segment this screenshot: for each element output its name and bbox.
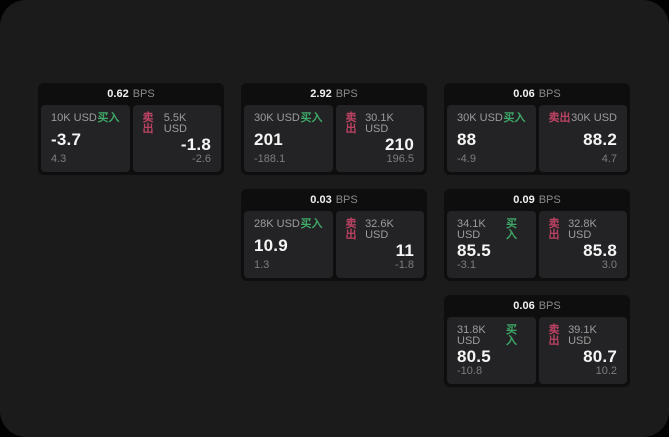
sell-label: 卖出 [548,218,560,241]
bps-value: 0.09 [513,193,535,206]
buy-price: 88 [457,129,477,149]
card-body: 30K USD 买入 88 -4.9 卖出 30K USD 88.2 4.7 [447,105,627,172]
sell-quote-tile[interactable]: 卖出 32.6K USD 11 -1.8 [335,211,424,278]
buy-label: 买入 [505,324,517,347]
card-body: 30K USD 买入 201 -188.1 卖出 30.1K USD 210 1… [244,105,424,172]
sell-notional: 30.1K USD [365,112,394,135]
quote-card: 2.92 BPS 30K USD 买入 201 -188.1 卖出 30.1K … [241,83,427,175]
buy-sub-value: -188.1 [254,153,286,165]
card-header: 0.06 BPS [447,83,627,105]
card-header: 0.03 BPS [244,189,424,211]
sell-notional: 30K USD [571,112,617,124]
sell-notional: 39.1K USD [568,324,597,347]
quote-card: 0.06 BPS 31.8K USD 买入 80.5 -10.8 卖出 39.1… [444,295,630,387]
card-header: 0.62 BPS [41,83,221,105]
sell-price: 80.7 [583,347,617,366]
buy-label: 买入 [505,218,517,241]
buy-notional: 28K USD [254,218,300,230]
buy-label: 买入 [503,112,526,124]
buy-quote-tile[interactable]: 31.8K USD 买入 80.5 -10.8 [447,317,536,384]
sell-price: 11 [395,241,414,260]
buy-notional: 30K USD [457,112,503,124]
sell-label: 卖出 [548,324,560,347]
sell-quote-tile[interactable]: 卖出 5.5K USD -1.8 -2.6 [132,105,221,172]
sell-price: -1.8 [180,135,211,154]
sell-quote-tile[interactable]: 卖出 39.1K USD 80.7 10.2 [538,317,627,384]
sell-notional: 5.5K USD [163,112,187,135]
bps-unit-label: BPS [538,193,561,206]
buy-sub-value: 4.3 [51,153,67,165]
card-body: 31.8K USD 买入 80.5 -10.8 卖出 39.1K USD 80.… [447,317,627,384]
buy-quote-tile[interactable]: 34.1K USD 买入 85.5 -3.1 [447,211,536,278]
quotes-grid: 0.62 BPS 10K USD 买入 -3.7 4.3 卖出 5.5K USD [38,83,630,387]
buy-quote-tile[interactable]: 28K USD 买入 10.9 1.3 [244,211,333,278]
buy-sub-value: -4.9 [457,153,476,165]
sell-label: 卖出 [345,112,357,135]
sell-quote-tile[interactable]: 卖出 30.1K USD 210 196.5 [335,105,424,172]
sell-notional: 32.6K USD [365,218,394,241]
sell-quote-tile[interactable]: 卖出 30K USD 88.2 4.7 [538,105,627,172]
sell-label: 卖出 [548,112,571,124]
bps-unit-label: BPS [538,299,561,312]
buy-label: 买入 [97,112,120,124]
buy-notional: 30K USD [254,112,300,124]
quote-card: 0.62 BPS 10K USD 买入 -3.7 4.3 卖出 5.5K USD [38,83,224,175]
sell-label: 卖出 [345,218,357,241]
sell-sub-value: 10.2 [595,365,617,377]
bps-unit-label: BPS [335,193,358,206]
buy-sub-value: -3.1 [457,259,476,271]
sell-sub-value: -2.6 [192,153,211,165]
sell-quote-tile[interactable]: 卖出 32.8K USD 85.8 3.0 [538,211,627,278]
bps-value: 2.92 [310,87,332,100]
bps-value: 0.62 [107,87,129,100]
card-body: 10K USD 买入 -3.7 4.3 卖出 5.5K USD -1.8 -2.… [41,105,221,172]
buy-price: 85.5 [457,241,491,260]
sell-notional: 32.8K USD [568,218,597,241]
bps-unit-label: BPS [538,87,561,100]
bps-unit-label: BPS [132,87,155,100]
buy-price: 10.9 [254,235,288,255]
sell-price: 85.8 [583,241,617,260]
bps-unit-label: BPS [335,87,358,100]
bps-value: 0.06 [513,299,535,312]
sell-sub-value: 196.5 [386,153,414,165]
card-header: 0.06 BPS [447,295,627,317]
sell-sub-value: 4.7 [601,153,617,165]
buy-price: 80.5 [457,347,491,366]
buy-price: 201 [254,129,283,149]
card-header: 2.92 BPS [244,83,424,105]
buy-notional: 31.8K USD [457,324,486,347]
buy-quote-tile[interactable]: 30K USD 买入 88 -4.9 [447,105,536,172]
buy-label: 买入 [300,218,323,230]
card-body: 28K USD 买入 10.9 1.3 卖出 32.6K USD 11 -1.8 [244,211,424,278]
buy-sub-value: 1.3 [254,259,270,271]
quote-card: 0.09 BPS 34.1K USD 买入 85.5 -3.1 卖出 32.8K… [444,189,630,281]
sell-price: 210 [385,135,414,154]
buy-notional: 34.1K USD [457,218,486,241]
quote-card: 0.06 BPS 30K USD 买入 88 -4.9 卖出 30K USD [444,83,630,175]
quote-card: 0.03 BPS 28K USD 买入 10.9 1.3 卖出 32.6K US… [241,189,427,281]
sell-price: 88.2 [583,129,617,149]
buy-price: -3.7 [51,129,82,149]
sell-label: 卖出 [142,112,154,135]
sell-sub-value: -1.8 [395,259,414,271]
buy-notional: 10K USD [51,112,97,124]
buy-sub-value: -10.8 [457,365,483,377]
bps-value: 0.03 [310,193,332,206]
buy-label: 买入 [300,112,323,124]
sell-sub-value: 3.0 [601,259,617,271]
bps-value: 0.06 [513,87,535,100]
buy-quote-tile[interactable]: 10K USD 买入 -3.7 4.3 [41,105,130,172]
card-header: 0.09 BPS [447,189,627,211]
buy-quote-tile[interactable]: 30K USD 买入 201 -188.1 [244,105,333,172]
card-body: 34.1K USD 买入 85.5 -3.1 卖出 32.8K USD 85.8… [447,211,627,278]
